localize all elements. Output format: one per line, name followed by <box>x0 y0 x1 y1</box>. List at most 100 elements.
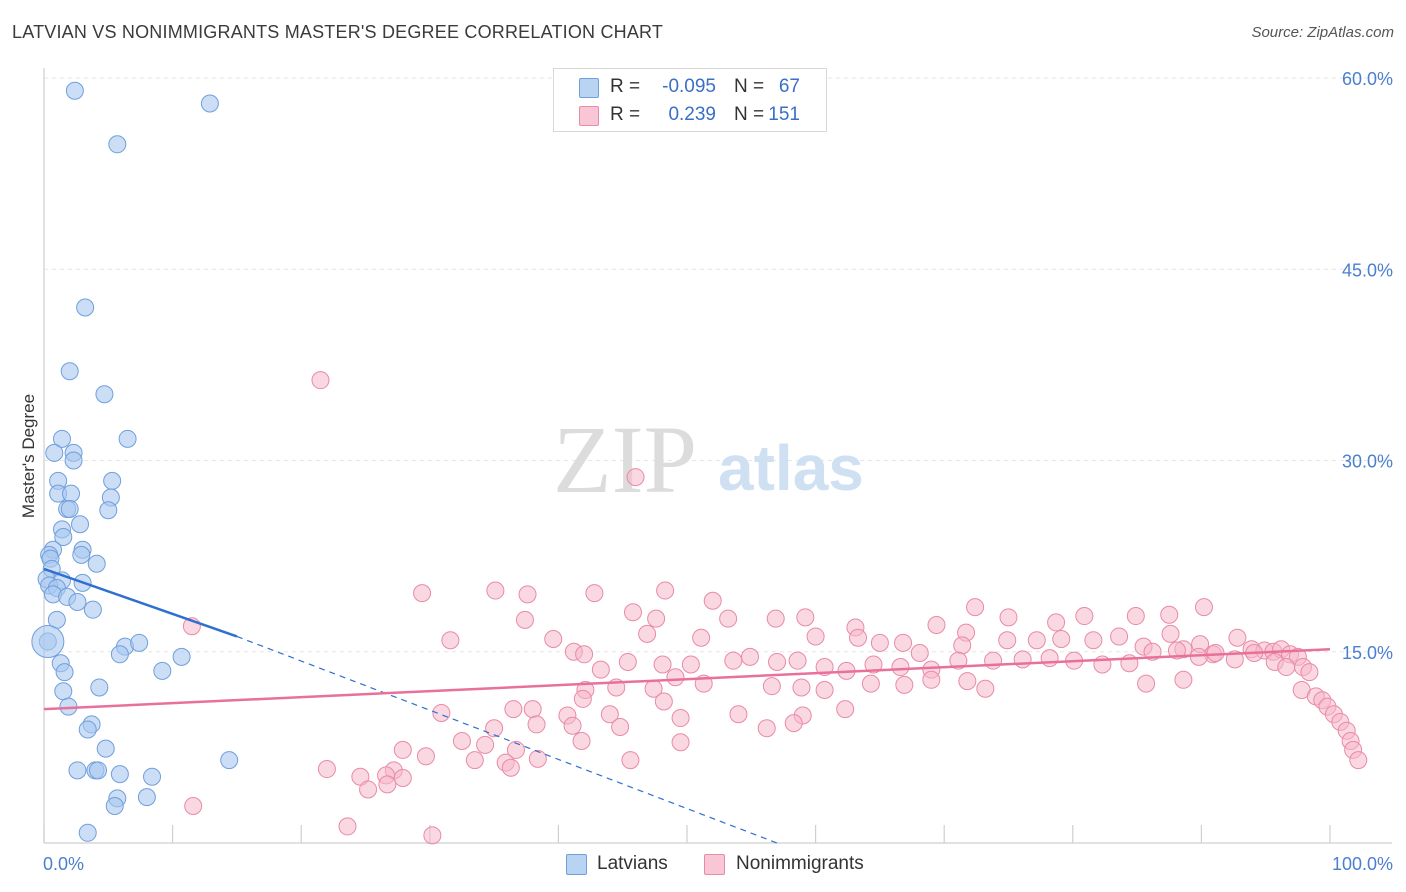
nonimmigrants-point <box>1160 605 1179 624</box>
nonimmigrants-point <box>815 658 834 677</box>
legend-n-value: 151 <box>768 104 800 125</box>
nonimmigrants-point <box>465 751 484 770</box>
nonimmigrants-point <box>796 608 815 627</box>
nonimmigrants-point <box>958 672 977 691</box>
y-axis-label: Master's Degree <box>19 394 38 518</box>
nonimmigrants-point <box>359 780 378 799</box>
latvians-point <box>64 451 83 470</box>
nonimmigrants-point <box>849 628 868 647</box>
nonimmigrants-point <box>338 817 357 836</box>
nonimmigrants-point <box>523 700 542 719</box>
nonimmigrants-point <box>518 585 537 604</box>
bottom-legend-label: Latvians <box>597 853 668 874</box>
nonimmigrants-point <box>501 758 520 777</box>
nonimmigrants-point <box>378 775 397 794</box>
latvians-point <box>108 135 127 154</box>
legend-n-value: 67 <box>778 76 800 97</box>
nonimmigrants-point <box>1225 650 1244 669</box>
nonimmigrants-point <box>184 797 203 816</box>
nonimmigrants-point <box>1126 607 1145 626</box>
legend-n-label: N = <box>734 104 765 125</box>
nonimmigrants-point <box>1189 647 1208 666</box>
nonimmigrants-point <box>423 826 442 845</box>
latvians-point <box>78 823 97 842</box>
nonimmigrants-point <box>485 719 504 738</box>
watermark: ZIP atlas <box>553 406 864 513</box>
nonimmigrants-point <box>1143 642 1162 661</box>
nonimmigrants-point <box>611 717 630 736</box>
nonimmigrants-point <box>998 631 1017 650</box>
nonimmigrants-point <box>653 655 672 674</box>
latvians-point <box>96 739 115 758</box>
legend-n-label: N = <box>734 76 765 97</box>
y-tick-label: 15.0% <box>1342 643 1393 663</box>
nonimmigrants-point <box>515 610 534 629</box>
latvians-point <box>89 761 108 780</box>
nonimmigrants-point <box>984 651 1003 670</box>
nonimmigrants-point <box>741 647 760 666</box>
latvians-point <box>54 682 73 701</box>
nonimmigrants-point <box>784 714 803 733</box>
nonimmigrants-point <box>1075 607 1094 626</box>
nonimmigrants-point <box>671 733 690 752</box>
latvians-point <box>45 443 64 462</box>
nonimmigrants-point <box>528 749 547 768</box>
nonimmigrants-point <box>544 630 563 648</box>
legend-r-value: 0.239 <box>668 104 716 125</box>
bottom-legend-swatch-pink <box>704 854 725 875</box>
watermark-zip: ZIP <box>553 406 697 513</box>
nonimmigrants-point <box>1027 631 1046 650</box>
nonimmigrants-point <box>976 679 995 698</box>
nonimmigrants-point <box>891 658 910 677</box>
nonimmigrants-point <box>1174 670 1193 689</box>
nonimmigrants-point <box>788 651 807 670</box>
x-tick-label-max: 100.0% <box>1332 854 1393 874</box>
nonimmigrants-point <box>768 652 787 671</box>
latvians-point <box>103 471 122 490</box>
nonimmigrants-point <box>953 636 972 655</box>
legend-swatch-pink <box>579 106 599 126</box>
nonimmigrants-point <box>432 703 451 722</box>
nonimmigrants-point <box>441 631 460 650</box>
latvians-point <box>68 761 87 780</box>
latvians-point <box>118 429 137 448</box>
nonimmigrants-point <box>766 609 785 628</box>
source-credit: Source: ZipAtlas.com <box>1251 24 1394 41</box>
nonimmigrants-point <box>647 609 666 628</box>
latvians-point <box>137 788 156 807</box>
bottom-legend-swatch-blue <box>566 854 587 875</box>
nonimmigrants-point <box>527 715 546 734</box>
nonimmigrants-point <box>681 655 700 674</box>
nonimmigrants-point <box>815 681 834 699</box>
nonimmigrants-point <box>504 700 523 719</box>
bottom-legend-label: Nonimmigrants <box>736 853 864 874</box>
watermark-atlas: atlas <box>718 432 864 504</box>
nonimmigrants-point <box>922 670 941 689</box>
latvians-point <box>90 678 109 697</box>
nonimmigrants-point <box>618 652 637 671</box>
legend-r-label: R = <box>610 76 641 97</box>
nonimmigrants-point <box>621 751 640 770</box>
nonimmigrants-point <box>1047 613 1066 632</box>
nonimmigrants-point <box>1300 663 1319 682</box>
nonimmigrants-point <box>573 689 592 708</box>
nonimmigrants-points <box>182 371 1368 845</box>
latvians-point <box>143 767 162 786</box>
latvians-point <box>62 484 81 503</box>
nonimmigrants-point <box>666 668 685 687</box>
nonimmigrants-point <box>476 735 495 754</box>
nonimmigrants-point <box>1110 627 1129 646</box>
latvians-cluster-point <box>31 625 65 659</box>
nonimmigrants-point <box>486 581 505 600</box>
nonimmigrants-point <box>1161 624 1180 643</box>
nonimmigrants-trend-line <box>43 647 1331 711</box>
nonimmigrants-point <box>623 603 642 622</box>
latvians-point <box>78 720 97 739</box>
latvians-point <box>95 385 114 404</box>
latvians-point <box>60 362 79 381</box>
grid <box>44 77 1392 653</box>
latvians-point <box>130 633 149 652</box>
nonimmigrants-point <box>806 627 825 646</box>
nonimmigrants-point <box>575 645 594 664</box>
latvians-point <box>99 501 118 520</box>
